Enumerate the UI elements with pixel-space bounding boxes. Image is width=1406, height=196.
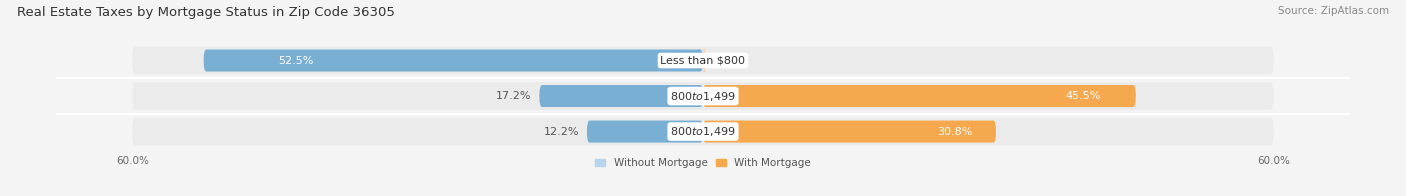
FancyBboxPatch shape — [204, 50, 703, 72]
Text: Source: ZipAtlas.com: Source: ZipAtlas.com — [1278, 6, 1389, 16]
Text: 45.5%: 45.5% — [1066, 91, 1101, 101]
Text: $800 to $1,499: $800 to $1,499 — [671, 125, 735, 138]
FancyBboxPatch shape — [586, 121, 703, 142]
FancyBboxPatch shape — [132, 118, 1274, 145]
Text: 52.5%: 52.5% — [278, 55, 314, 65]
Text: Less than $800: Less than $800 — [661, 55, 745, 65]
FancyBboxPatch shape — [540, 85, 703, 107]
FancyBboxPatch shape — [132, 82, 1274, 110]
FancyBboxPatch shape — [132, 47, 1274, 74]
FancyBboxPatch shape — [703, 85, 1136, 107]
Text: 30.8%: 30.8% — [938, 127, 973, 137]
FancyBboxPatch shape — [703, 121, 995, 142]
Text: 0.23%: 0.23% — [713, 55, 748, 65]
Legend: Without Mortgage, With Mortgage: Without Mortgage, With Mortgage — [595, 158, 811, 168]
Text: 12.2%: 12.2% — [544, 127, 579, 137]
Text: $800 to $1,499: $800 to $1,499 — [671, 90, 735, 103]
FancyBboxPatch shape — [703, 50, 706, 72]
Text: 17.2%: 17.2% — [496, 91, 531, 101]
Text: Real Estate Taxes by Mortgage Status in Zip Code 36305: Real Estate Taxes by Mortgage Status in … — [17, 6, 395, 19]
